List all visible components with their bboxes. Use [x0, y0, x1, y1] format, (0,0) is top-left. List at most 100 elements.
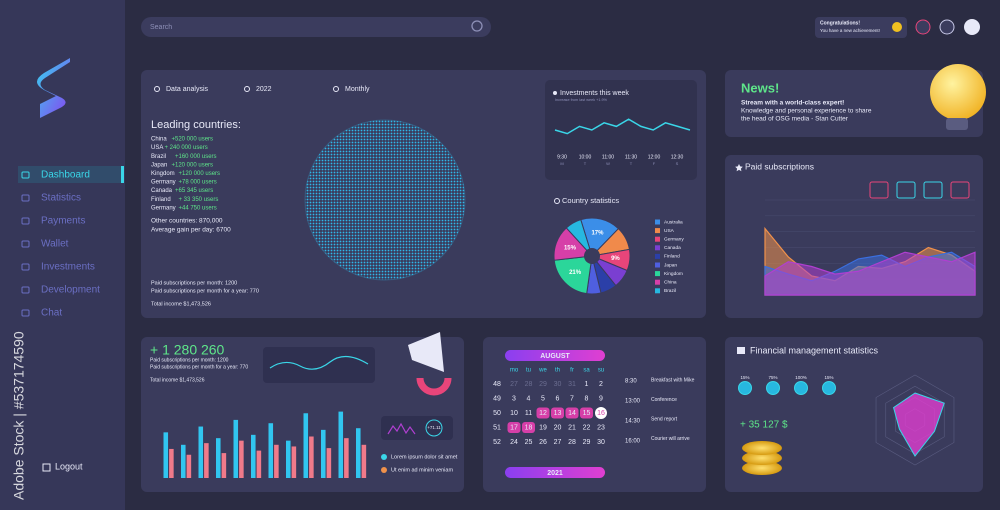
summary-bar [361, 444, 367, 478]
day[interactable]: 10 [510, 410, 518, 417]
summary-line: Total income $1,473,526 [150, 377, 205, 383]
subscriptions-chip[interactable] [950, 181, 970, 199]
summary-bar [239, 440, 244, 478]
month-pill[interactable] [505, 350, 605, 361]
pie-slice [553, 255, 593, 295]
nav-item[interactable]: Chat [41, 308, 62, 319]
investments-line [554, 118, 691, 135]
day[interactable]: 28 [568, 439, 576, 446]
day[interactable]: 21 [568, 424, 576, 431]
investments-day: M [560, 161, 563, 166]
day[interactable]: 9 [599, 395, 603, 402]
day[interactable]: 29 [539, 381, 547, 388]
day[interactable]: 25 [525, 439, 533, 446]
avatar[interactable] [964, 19, 980, 35]
day[interactable]: 1 [585, 381, 589, 388]
search-placeholder[interactable]: Search [150, 24, 172, 31]
subscriptions-chip[interactable] [869, 181, 889, 199]
day[interactable]: 28 [525, 381, 533, 388]
day[interactable]: 30 [554, 381, 562, 388]
day[interactable]: 18 [525, 424, 533, 431]
day[interactable]: 19 [539, 424, 547, 431]
year-pill[interactable] [505, 467, 605, 478]
tab[interactable]: Data analysis [166, 86, 209, 93]
summary-bar [163, 432, 169, 478]
day[interactable]: 11 [525, 410, 532, 417]
nav-item[interactable]: Investments [41, 262, 95, 273]
day[interactable]: 27 [554, 439, 562, 446]
nav-item[interactable]: Payments [41, 216, 85, 227]
day[interactable]: 16 [597, 410, 605, 417]
day[interactable]: 3 [512, 395, 516, 402]
day-selected[interactable] [507, 422, 521, 433]
day-selected[interactable] [551, 407, 564, 419]
day-selected[interactable] [536, 407, 550, 419]
subscriptions-chip[interactable] [923, 181, 943, 199]
investments-day: W [606, 161, 610, 166]
day-today[interactable] [595, 407, 607, 419]
day[interactable]: 15 [583, 410, 591, 417]
day[interactable]: 8 [585, 395, 589, 402]
day[interactable]: 29 [583, 439, 591, 446]
nav-item[interactable]: Dashboard [41, 170, 90, 181]
notification-box[interactable] [815, 17, 907, 38]
tab[interactable]: Monthly [345, 86, 370, 93]
day[interactable]: 30 [597, 439, 605, 446]
subscriptions-chip[interactable] [896, 181, 916, 199]
day[interactable]: 5 [541, 395, 545, 402]
weekday: su [598, 368, 604, 374]
finance-percent: 100% [795, 375, 807, 380]
country-gain: + 33 350 users [179, 197, 219, 203]
logout[interactable]: Logout [55, 461, 83, 471]
day-selected[interactable] [522, 422, 535, 433]
nav-item[interactable]: Statistics [41, 193, 81, 204]
nav-icon[interactable] [21, 194, 30, 202]
nav-item[interactable]: Development [41, 285, 100, 296]
nav-icon[interactable] [21, 309, 30, 317]
day[interactable]: 31 [568, 381, 576, 388]
tab-radio[interactable] [244, 86, 250, 92]
summary-bar [356, 428, 361, 478]
item-dot [381, 454, 387, 460]
settings-icon[interactable] [939, 19, 955, 35]
search-box[interactable] [141, 17, 491, 37]
summary-bar [198, 426, 204, 478]
day[interactable]: 23 [597, 424, 605, 431]
day-selected[interactable] [580, 407, 593, 419]
finance-ring [794, 381, 808, 395]
day[interactable]: 17 [510, 424, 518, 431]
day-selected[interactable] [565, 407, 579, 419]
logout-icon[interactable] [42, 463, 51, 472]
day[interactable]: 2 [599, 381, 603, 388]
nav-icon[interactable] [21, 240, 30, 248]
tab-radio[interactable] [154, 86, 160, 92]
day[interactable]: 27 [510, 381, 518, 388]
news-body: the head of OSG media - Stan Cutter [741, 116, 849, 123]
day[interactable]: 22 [583, 424, 591, 431]
nav-icon[interactable] [21, 263, 30, 271]
day[interactable]: 26 [539, 439, 547, 446]
search-icon[interactable] [471, 20, 483, 32]
day[interactable]: 4 [527, 395, 531, 402]
day[interactable]: 20 [554, 424, 562, 431]
nav-icon[interactable] [21, 171, 30, 179]
bell-icon[interactable] [915, 19, 931, 35]
day[interactable]: 7 [570, 395, 574, 402]
tab-radio[interactable] [333, 86, 339, 92]
tab[interactable]: 2022 [256, 86, 272, 93]
day[interactable]: 6 [556, 395, 560, 402]
nav-icon[interactable] [21, 217, 30, 225]
legend-item: Brazil [664, 288, 676, 294]
day[interactable]: 14 [568, 410, 576, 417]
weekday: th [555, 368, 560, 374]
day[interactable]: 24 [510, 439, 518, 446]
schedule-time: 13:00 [625, 399, 641, 405]
day[interactable]: 12 [539, 410, 547, 417]
nav-icon[interactable] [21, 286, 30, 294]
day[interactable]: 13 [554, 410, 562, 417]
nav-item[interactable]: Wallet [41, 239, 69, 250]
schedule-event: Breakfast with Mike [651, 377, 695, 383]
mini-widget [263, 347, 375, 383]
summary-line: Paid subscriptions per month for a year:… [150, 364, 248, 370]
